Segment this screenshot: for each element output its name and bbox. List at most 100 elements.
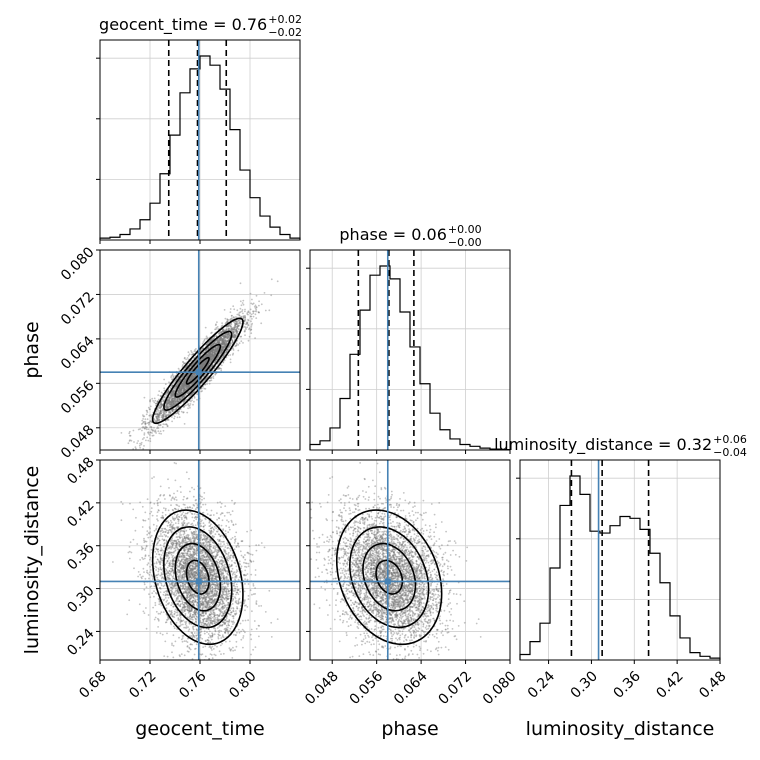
sample-point: [191, 374, 194, 377]
sample-point: [171, 497, 174, 500]
sample-point: [181, 582, 184, 585]
sample-point: [250, 328, 253, 331]
sample-point: [236, 332, 239, 334]
sample-point: [218, 367, 221, 370]
sample-point: [144, 577, 147, 580]
sample-point: [232, 328, 235, 331]
sample-point: [205, 367, 207, 370]
sample-point: [229, 358, 232, 361]
sample-point: [182, 360, 184, 363]
sample-point: [150, 426, 153, 428]
sample-point: [260, 322, 263, 325]
sample-point: [162, 413, 165, 416]
sample-point: [250, 326, 253, 328]
sample-point: [187, 392, 190, 394]
sample-point: [205, 359, 208, 362]
sample-point: [213, 336, 216, 338]
sample-point: [173, 390, 176, 392]
sample-point: [175, 412, 178, 415]
sample-point: [165, 407, 168, 410]
sample-point: [171, 397, 174, 400]
sample-point: [181, 376, 184, 379]
sample-point: [222, 342, 224, 345]
sample-point: [213, 352, 216, 355]
sample-point: [205, 623, 207, 626]
sample-point: [235, 344, 238, 347]
sample-point: [189, 379, 191, 382]
sample-point: [156, 415, 159, 418]
sample-point: [218, 556, 221, 558]
sample-point: [226, 348, 229, 351]
sample-point: [202, 363, 204, 366]
sample-point: [177, 405, 179, 408]
sample-point: [239, 282, 242, 285]
sample-point: [196, 393, 199, 396]
sample-point: [224, 343, 226, 346]
sample-point: [134, 446, 137, 448]
sample-point: [215, 608, 218, 610]
sample-point: [199, 366, 202, 369]
sample-point: [236, 331, 238, 334]
sample-point: [224, 333, 227, 336]
sample-point: [206, 354, 209, 356]
sample-point: [161, 416, 164, 419]
sample-point: [133, 441, 135, 443]
sample-point: [176, 383, 179, 385]
panel-background: [520, 460, 720, 660]
sample-point: [219, 330, 222, 333]
sample-point: [180, 390, 183, 392]
sample-point: [168, 401, 171, 404]
histogram-panel-phase: [306, 249, 511, 451]
sample-point: [178, 392, 180, 395]
sample-point: [120, 432, 123, 434]
sample-point: [212, 342, 215, 344]
sample-point: [212, 347, 215, 350]
sample-point: [242, 315, 245, 318]
sample-point: [132, 448, 135, 450]
sample-point: [168, 411, 171, 414]
sample-point: [211, 350, 214, 353]
sample-point: [183, 394, 185, 397]
sample-point: [183, 394, 186, 396]
sample-point: [142, 415, 145, 418]
sample-point: [225, 344, 227, 347]
sample-point: [143, 396, 146, 399]
sample-point: [201, 365, 204, 367]
sample-point: [196, 398, 198, 401]
sample-point: [252, 310, 255, 313]
sample-point: [182, 384, 184, 387]
sample-point: [169, 394, 172, 397]
sample-point: [209, 354, 211, 356]
sample-point: [235, 645, 238, 648]
sample-point: [158, 416, 161, 418]
sample-point: [209, 353, 211, 356]
sample-point: [203, 351, 206, 354]
sample-point: [212, 348, 215, 351]
sample-point: [159, 424, 162, 427]
sample-point: [218, 337, 220, 340]
histogram-panel-luminosity_distance: [516, 459, 721, 661]
sample-point: [176, 391, 179, 394]
sample-point: [221, 341, 224, 343]
sample-point: [202, 363, 204, 366]
sample-point: [238, 314, 241, 317]
sample-point: [187, 354, 190, 357]
sample-point: [215, 342, 218, 344]
sample-point: [219, 351, 221, 354]
sample-point: [227, 340, 230, 342]
sample-point: [161, 409, 164, 411]
sample-point: [181, 611, 184, 613]
sample-point: [215, 358, 218, 361]
sample-point: [208, 355, 211, 357]
sample-point: [141, 422, 144, 425]
sample-point: [223, 345, 226, 348]
sample-point: [205, 366, 208, 369]
sample-point: [174, 401, 177, 404]
sample-point: [234, 334, 236, 337]
sample-point: [190, 383, 192, 386]
sample-point: [175, 408, 178, 411]
sample-point: [206, 567, 209, 570]
sample-point: [187, 374, 189, 377]
sample-point: [236, 320, 239, 323]
sample-point: [203, 492, 206, 494]
